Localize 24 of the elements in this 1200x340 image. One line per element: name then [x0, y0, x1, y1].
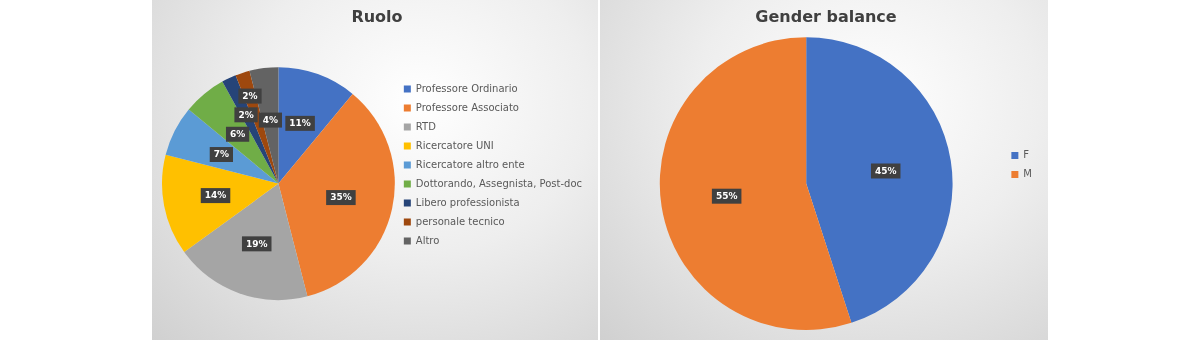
- legend-label: Ricercatore UNI: [415, 139, 494, 151]
- legend-label: Libero professionista: [415, 196, 520, 208]
- data-label: 11%: [289, 118, 311, 129]
- data-label: 19%: [245, 238, 268, 249]
- legend-label: F: [1023, 149, 1030, 161]
- legend-label: Ricercatore altro ente: [415, 158, 525, 170]
- legend-label: RTD: [415, 120, 437, 132]
- data-label: 6%: [229, 129, 246, 140]
- data-label: 45%: [874, 165, 897, 176]
- data-label: 2%: [238, 109, 254, 120]
- legend-label: Professore Associato: [415, 101, 519, 113]
- data-label: 35%: [330, 192, 352, 203]
- legend-label: Altro: [415, 234, 440, 246]
- data-label: 14%: [204, 190, 227, 201]
- legend-label: personale tecnico: [415, 215, 505, 227]
- legend-label: M: [1023, 168, 1033, 180]
- chart-title: Ruolo: [351, 6, 403, 26]
- data-label: 4%: [262, 114, 279, 125]
- legend-label: Professore Ordinario: [415, 82, 518, 94]
- data-label: 55%: [715, 191, 738, 202]
- data-label: 2%: [242, 90, 258, 101]
- legend-label: Dottorando, Assegnista, Post-doc: [415, 177, 582, 189]
- data-label: 7%: [213, 149, 230, 160]
- chart-title: Gender balance: [755, 6, 897, 26]
